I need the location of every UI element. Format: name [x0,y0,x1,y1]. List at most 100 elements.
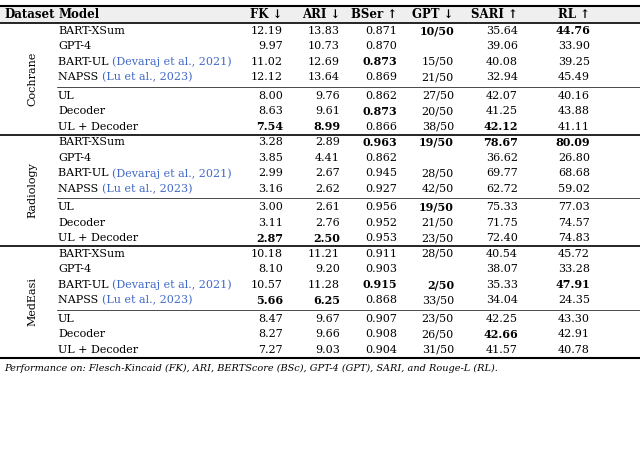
Text: 5.66: 5.66 [256,295,283,306]
Text: 0.953: 0.953 [365,233,397,243]
Text: 4.41: 4.41 [315,153,340,163]
Text: 12.12: 12.12 [251,72,283,82]
Text: 0.904: 0.904 [365,345,397,355]
Text: 42.07: 42.07 [486,91,518,101]
Text: 0.870: 0.870 [365,41,397,51]
Text: 2.87: 2.87 [256,233,283,244]
Text: 38.07: 38.07 [486,264,518,274]
Text: BART-UL: BART-UL [58,168,112,178]
Text: 69.77: 69.77 [486,168,518,178]
Text: 11.21: 11.21 [308,249,340,259]
Text: UL + Decoder: UL + Decoder [58,345,138,355]
Text: 33/50: 33/50 [422,295,454,305]
Text: 40.16: 40.16 [558,91,590,101]
Text: FK ↓: FK ↓ [250,8,283,21]
Text: Cochrane: Cochrane [27,52,37,106]
Text: 24.35: 24.35 [558,295,590,305]
Text: RL ↑: RL ↑ [558,8,590,21]
Text: 80.09: 80.09 [556,137,590,148]
Text: 9.66: 9.66 [315,329,340,339]
Text: 42/50: 42/50 [422,184,454,194]
Text: 28/50: 28/50 [422,168,454,178]
Text: 35.33: 35.33 [486,280,518,290]
Text: 0.915: 0.915 [362,279,397,290]
Text: 20/50: 20/50 [422,106,454,116]
Text: 9.03: 9.03 [315,345,340,355]
Text: 43.88: 43.88 [558,106,590,116]
Text: GPT ↓: GPT ↓ [413,8,454,21]
Text: 0.956: 0.956 [365,202,397,212]
Text: 42.12: 42.12 [483,121,518,132]
Text: Performance on: Flesch-Kincaid (FK), ARI, BERTScore (BSc), GPT-4 (GPT), SARI, an: Performance on: Flesch-Kincaid (FK), ARI… [4,364,498,373]
Text: 21/50: 21/50 [422,218,454,228]
Text: 71.75: 71.75 [486,218,518,228]
Text: 75.33: 75.33 [486,202,518,212]
Text: MedEasi: MedEasi [27,277,37,326]
Text: 2.76: 2.76 [316,218,340,228]
Text: 0.927: 0.927 [365,184,397,194]
Text: 44.76: 44.76 [555,25,590,36]
Text: 8.99: 8.99 [313,121,340,132]
Text: 21/50: 21/50 [422,72,454,82]
Text: 2/50: 2/50 [427,279,454,290]
Text: GPT-4: GPT-4 [58,264,92,274]
Text: 38/50: 38/50 [422,122,454,132]
Text: 23/50: 23/50 [422,314,454,324]
Text: 72.40: 72.40 [486,233,518,243]
Text: GPT-4: GPT-4 [58,41,92,51]
Text: NAPSS: NAPSS [58,295,102,305]
Text: SARI ↑: SARI ↑ [471,8,518,21]
Text: 13.64: 13.64 [308,72,340,82]
Text: 8.10: 8.10 [258,264,283,274]
Text: 2.67: 2.67 [316,168,340,178]
Text: 0.963: 0.963 [362,137,397,148]
Text: 68.68: 68.68 [558,168,590,178]
Text: 42.91: 42.91 [558,329,590,339]
Text: 0.869: 0.869 [365,72,397,82]
Text: Decoder: Decoder [58,218,105,228]
Text: BART-XSum: BART-XSum [58,137,125,147]
Text: GPT-4: GPT-4 [58,153,92,163]
Text: 12.69: 12.69 [308,57,340,67]
Text: 12.19: 12.19 [251,26,283,36]
Text: 19/50: 19/50 [419,137,454,148]
Text: 8.63: 8.63 [258,106,283,116]
Text: 2.62: 2.62 [315,184,340,194]
Text: 27/50: 27/50 [422,91,454,101]
Text: 9.20: 9.20 [315,264,340,274]
Text: UL + Decoder: UL + Decoder [58,122,138,132]
Text: 0.868: 0.868 [365,295,397,305]
Text: 10.57: 10.57 [251,280,283,290]
Text: 36.62: 36.62 [486,153,518,163]
Text: UL: UL [58,202,75,212]
Text: 15/50: 15/50 [422,57,454,67]
Text: 59.02: 59.02 [558,184,590,194]
Text: 26.80: 26.80 [558,153,590,163]
Text: 13.83: 13.83 [308,26,340,36]
Text: Radiology: Radiology [27,162,37,218]
Text: 0.871: 0.871 [365,26,397,36]
Text: 7.54: 7.54 [256,121,283,132]
Text: UL: UL [58,314,75,324]
Text: Decoder: Decoder [58,329,105,339]
Text: UL + Decoder: UL + Decoder [58,233,138,243]
Text: 31/50: 31/50 [422,345,454,355]
Text: 40.08: 40.08 [486,57,518,67]
Text: 9.76: 9.76 [316,91,340,101]
Text: 10.73: 10.73 [308,41,340,51]
Bar [0,6,640,23]
Text: UL: UL [58,91,75,101]
Text: 39.25: 39.25 [558,57,590,67]
Text: 6.25: 6.25 [313,295,340,306]
Text: 8.47: 8.47 [259,314,283,324]
Text: 0.873: 0.873 [362,56,397,67]
Text: 11.28: 11.28 [308,280,340,290]
Text: 9.97: 9.97 [259,41,283,51]
Text: 41.25: 41.25 [486,106,518,116]
Text: NAPSS: NAPSS [58,72,102,82]
Text: 45.72: 45.72 [558,249,590,259]
Text: 77.03: 77.03 [558,202,590,212]
Text: (Devaraj et al., 2021): (Devaraj et al., 2021) [112,279,232,290]
Text: 35.64: 35.64 [486,26,518,36]
Text: 3.28: 3.28 [258,137,283,147]
